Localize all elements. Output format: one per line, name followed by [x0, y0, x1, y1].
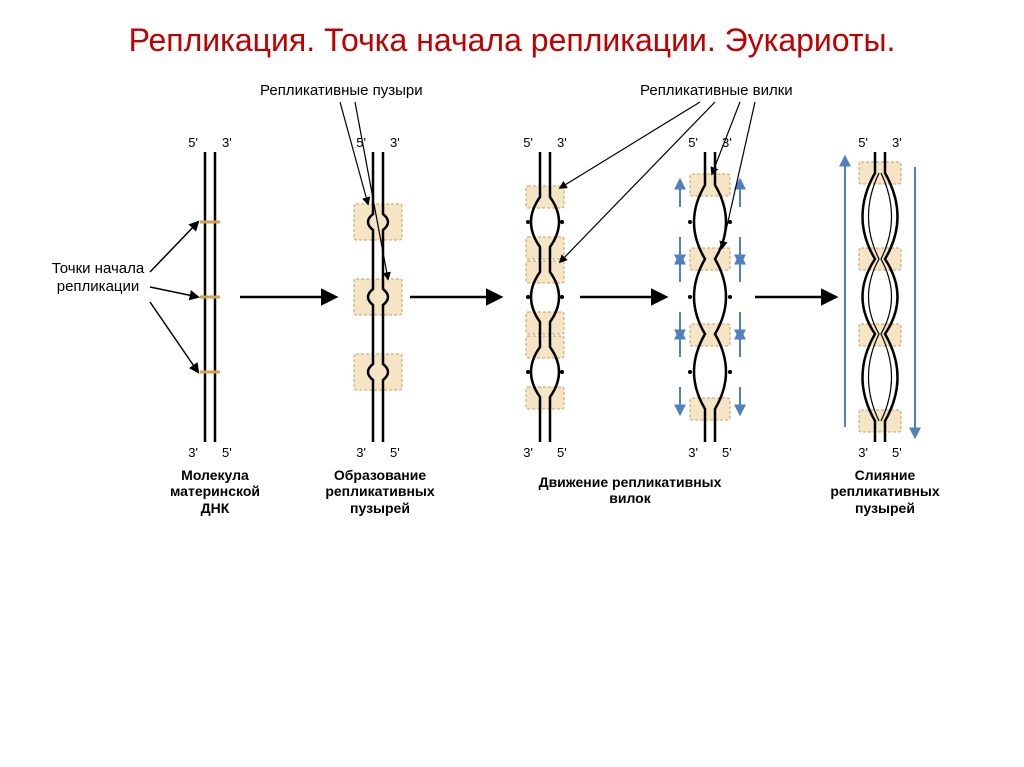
caption-stage-3: Движение репликативных вилок — [530, 474, 730, 508]
svg-text:3': 3' — [188, 445, 198, 460]
svg-text:3': 3' — [557, 135, 567, 150]
svg-text:5': 5' — [523, 135, 533, 150]
svg-text:3': 3' — [390, 135, 400, 150]
stage-2: 5' 3' 3' 5' — [354, 135, 402, 460]
svg-text:3': 3' — [688, 445, 698, 460]
svg-text:5': 5' — [722, 445, 732, 460]
caption-stage-1: Молекула материнской ДНК — [160, 467, 270, 517]
diagram-container: Репликативные пузыри Репликативные вилки… — [0, 62, 1024, 662]
stage-3: 5' 3' 3' 5' — [523, 135, 566, 460]
page-title: Репликация. Точка начала репликации. Эук… — [0, 0, 1024, 62]
svg-text:3': 3' — [892, 135, 902, 150]
svg-text:5': 5' — [892, 445, 902, 460]
svg-text:5': 5' — [390, 445, 400, 460]
stage-4: 5' 3' 3' 5' — [680, 135, 740, 460]
svg-text:3': 3' — [356, 445, 366, 460]
caption-stage-2: Образование репликативных пузырей — [315, 467, 445, 517]
svg-text:5': 5' — [688, 135, 698, 150]
stage-1: 5' 3' 3' 5' — [188, 135, 231, 460]
svg-text:3': 3' — [858, 445, 868, 460]
svg-text:5': 5' — [557, 445, 567, 460]
svg-text:3': 3' — [523, 445, 533, 460]
svg-text:5': 5' — [188, 135, 198, 150]
svg-text:5': 5' — [222, 445, 232, 460]
stage-5: 5' 3' 3' 5' — [845, 135, 915, 460]
caption-stage-4: Слияние репликативных пузырей — [815, 467, 955, 517]
svg-text:5': 5' — [858, 135, 868, 150]
svg-text:3': 3' — [222, 135, 232, 150]
